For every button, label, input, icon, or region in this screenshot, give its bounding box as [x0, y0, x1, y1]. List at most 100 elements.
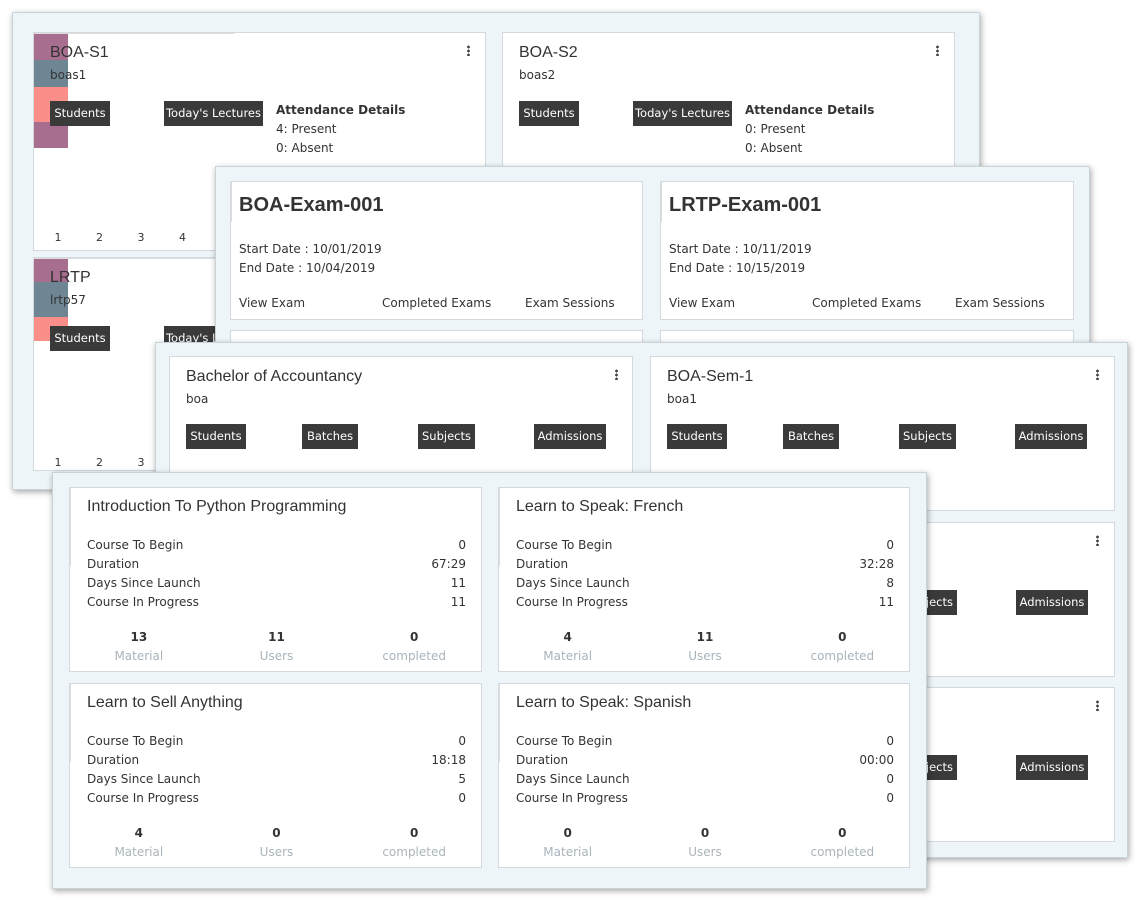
- menu-icon[interactable]: [1096, 369, 1099, 380]
- menu-icon[interactable]: [615, 369, 618, 380]
- footer-label: completed: [382, 845, 446, 859]
- stat-label: Course To Begin: [516, 538, 613, 552]
- stat-value: 0: [886, 791, 894, 805]
- stat-label: Course In Progress: [516, 791, 628, 805]
- button[interactable]: Batches: [783, 424, 839, 449]
- exam-link[interactable]: Completed Exams: [812, 296, 922, 310]
- bar-label: 2: [96, 231, 103, 244]
- footer-number: 4: [134, 826, 143, 840]
- footer-label: completed: [810, 649, 875, 663]
- bar: [34, 60, 68, 87]
- button[interactable]: Today's Lectures: [633, 101, 732, 126]
- courses-panel: Introduction To Python Programming Course…: [52, 472, 927, 889]
- button[interactable]: Today's Lectures: [164, 101, 263, 126]
- exam-link[interactable]: Exam Sessions: [525, 296, 615, 310]
- stat-label: Course To Begin: [87, 734, 184, 748]
- bar-label: 4: [179, 231, 186, 244]
- course-title: Learn to Speak: Spanish: [516, 694, 692, 711]
- footer-number: 0: [272, 826, 281, 840]
- separator: [499, 488, 500, 527]
- card-code: boas1: [50, 68, 87, 82]
- stat-value: 11: [450, 595, 466, 609]
- button[interactable]: Batches: [302, 424, 358, 449]
- footer-label: completed: [382, 649, 446, 663]
- button[interactable]: Students: [667, 424, 727, 449]
- button[interactable]: Students: [50, 326, 110, 351]
- bar-label: 3: [137, 456, 145, 469]
- card: Introduction To Python Programming Course…: [69, 487, 482, 672]
- exam-link[interactable]: View Exam: [239, 296, 306, 310]
- exams-panel: BOA-Exam-001 Start Date : 10/01/2019 End D…: [215, 166, 1090, 368]
- separator: [70, 527, 71, 566]
- stat-label: Course In Progress: [87, 595, 199, 609]
- button[interactable]: Students: [186, 424, 246, 449]
- attendance-heading: Attendance Details: [276, 103, 406, 117]
- footer-label: completed: [810, 845, 875, 859]
- footer-number: 0: [409, 826, 419, 840]
- card-title: BOA-S1: [50, 44, 109, 61]
- stat-value: 00:00: [859, 753, 894, 767]
- stat-label: Days Since Launch: [516, 576, 630, 590]
- separator: [70, 488, 71, 527]
- stat-label: Days Since Launch: [516, 772, 630, 786]
- course-title: Learn to Sell Anything: [87, 694, 243, 711]
- exam-link[interactable]: Completed Exams: [382, 296, 492, 310]
- button[interactable]: Admissions: [1016, 590, 1088, 615]
- bar-label: 2: [96, 456, 103, 469]
- card: Learn to Speak: French Course To Begin 0 Du…: [498, 487, 910, 672]
- separator: [499, 723, 500, 762]
- start-date: Start Date : 10/01/2019: [239, 242, 382, 256]
- attendance-line: 0: Absent: [276, 141, 334, 155]
- button[interactable]: Students: [50, 101, 110, 126]
- stat-value: 11: [450, 576, 466, 590]
- bar-label: 1: [54, 231, 62, 244]
- footer-number: 0: [700, 826, 710, 840]
- stat-value: 32:28: [859, 557, 894, 571]
- button[interactable]: Subjects: [899, 424, 956, 449]
- card: Learn to Speak: Spanish Course To Begin 0 D…: [498, 683, 910, 868]
- card-code: boa: [186, 392, 209, 406]
- footer-number: 0: [838, 630, 847, 644]
- separator: [70, 723, 71, 762]
- stat-value: 0: [886, 734, 894, 748]
- stat-value: 0: [886, 538, 894, 552]
- stat-value: 5: [458, 772, 466, 786]
- exam-title: BOA-Exam-001: [239, 194, 384, 216]
- attendance-heading: Attendance Details: [745, 103, 875, 117]
- bar: [34, 282, 68, 318]
- chart-baseline: [34, 33, 234, 34]
- stat-value: 0: [458, 734, 466, 748]
- button[interactable]: Students: [519, 101, 579, 126]
- stat-value: 8: [886, 576, 894, 590]
- footer-number: 0: [838, 826, 847, 840]
- footer-label: Material: [543, 845, 593, 859]
- bar-label: 1: [54, 456, 62, 469]
- bar: [34, 34, 68, 61]
- stat-value: 11: [878, 595, 894, 609]
- button[interactable]: Admissions: [534, 424, 606, 449]
- stat-label: Duration: [87, 753, 140, 767]
- menu-icon[interactable]: [936, 45, 939, 56]
- card: BOA-Exam-001 Start Date : 10/01/2019 End D…: [230, 181, 643, 320]
- course-title: Introduction To Python Programming: [87, 498, 347, 515]
- stat-value: 0: [886, 772, 894, 786]
- separator: [661, 202, 662, 222]
- menu-icon[interactable]: [467, 45, 470, 56]
- bar-label: 3: [137, 231, 145, 244]
- stat-label: Course To Begin: [87, 538, 184, 552]
- card-title: LRTP: [50, 269, 91, 286]
- separator: [231, 182, 232, 202]
- button[interactable]: Admissions: [1015, 424, 1087, 449]
- course-title: Learn to Speak: French: [516, 498, 684, 515]
- button[interactable]: Admissions: [1016, 755, 1088, 780]
- exam-title: LRTP-Exam-001: [669, 194, 822, 216]
- exam-link[interactable]: View Exam: [669, 296, 736, 310]
- stat-value: 0: [458, 538, 466, 552]
- button[interactable]: Subjects: [418, 424, 475, 449]
- stat-value: 67:29: [431, 557, 466, 571]
- menu-icon[interactable]: [1096, 535, 1099, 546]
- exam-link[interactable]: Exam Sessions: [955, 296, 1045, 310]
- menu-icon[interactable]: [1096, 700, 1099, 711]
- footer-number: 11: [696, 630, 714, 644]
